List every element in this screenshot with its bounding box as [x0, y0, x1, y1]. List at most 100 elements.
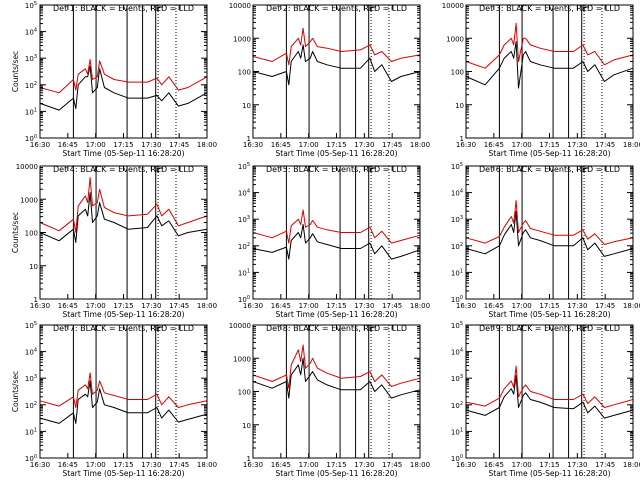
x-tick-label: 18:00 [410, 141, 430, 149]
plot-frame [252, 165, 421, 300]
x-tick-label: 17:45 [595, 461, 615, 469]
events-series-line [465, 210, 634, 257]
x-tick-label: 17:30 [354, 141, 374, 149]
x-tick-label: 18:00 [197, 141, 217, 149]
y-axis-label: Counts/sec [11, 371, 20, 412]
x-tick-label: 17:45 [595, 302, 615, 310]
y-tick-label: 101 [451, 427, 463, 436]
marker-bracket [583, 326, 590, 331]
x-tick-label: 17:30 [567, 302, 587, 310]
panel-title: Det 1: BLACK = Events, RED = LLD [53, 4, 194, 13]
y-tick-label: 100 [238, 69, 251, 77]
y-tick-label: 100 [25, 454, 37, 463]
y-tick-label: 102 [25, 401, 37, 410]
y-tick-label: 103 [25, 54, 37, 63]
x-tick-label: 18:00 [623, 141, 640, 149]
x-tick-label: 17:30 [354, 302, 374, 310]
events-series-line [465, 41, 634, 89]
plot-frame [252, 4, 421, 139]
events-series-line [252, 357, 421, 399]
y-tick-label: 10000 [16, 163, 38, 171]
x-tick-label: 17:45 [169, 461, 189, 469]
events-series-line [252, 224, 421, 260]
detector-panel-8: 1 10 100 1000 10000 16:30 16:45 17:00 17:15 17:30… [229, 322, 430, 478]
events-series-line [252, 44, 421, 86]
x-tick-label: 16:45 [271, 141, 291, 149]
lld-series-line [252, 27, 421, 66]
x-tick-label: 17:00 [299, 302, 319, 310]
x-tick-label: 18:00 [623, 302, 640, 310]
detector-panel-4: 1 10 100 1000 10000 16:30 16:45 17:00 17:15 17:30… [11, 163, 217, 319]
plot-frame [39, 324, 208, 459]
y-tick-label: 102 [451, 242, 463, 251]
x-tick-label: 17:45 [382, 461, 402, 469]
x-tick-label: 16:30 [456, 141, 476, 149]
marker-bracket [157, 6, 164, 11]
events-series-line [465, 375, 634, 419]
plot-frame [465, 4, 634, 139]
x-tick-label: 17:00 [512, 461, 532, 469]
x-axis-label: Start Time (05-Sep-11 16:28:20) [489, 149, 611, 158]
x-axis-label: Start Time (05-Sep-11 16:28:20) [489, 310, 611, 319]
x-axis-label: Start Time (05-Sep-11 16:28:20) [63, 149, 185, 158]
y-tick-label: 103 [25, 374, 37, 383]
x-tick-label: 16:45 [484, 141, 504, 149]
x-tick-label: 18:00 [197, 461, 217, 469]
y-tick-label: 10 [29, 263, 38, 271]
plot-frame [465, 324, 634, 459]
x-tick-label: 16:45 [58, 141, 78, 149]
x-tick-label: 18:00 [623, 461, 640, 469]
marker-bracket [583, 167, 590, 172]
y-tick-label: 100 [25, 134, 37, 143]
y-tick-label: 101 [25, 427, 37, 436]
x-tick-label: 17:15 [539, 461, 559, 469]
x-tick-label: 17:30 [567, 461, 587, 469]
x-tick-label: 17:30 [567, 141, 587, 149]
marker-bracket [370, 6, 377, 11]
x-tick-label: 16:45 [58, 461, 78, 469]
x-tick-label: 17:15 [113, 302, 133, 310]
y-tick-label: 100 [238, 389, 251, 397]
lld-series-line [252, 209, 421, 244]
y-tick-label: 100 [25, 230, 38, 238]
y-tick-label: 10 [242, 422, 251, 430]
lld-series-line [465, 22, 634, 69]
panel-title: Det 5: BLACK = Events, RED = LLD [266, 165, 407, 174]
panel-title: Det 2: BLACK = Events, RED = LLD [266, 4, 407, 13]
x-tick-label: 16:45 [271, 461, 291, 469]
y-tick-label: 10000 [229, 2, 251, 10]
x-axis-label: Start Time (05-Sep-11 16:28:20) [276, 469, 398, 478]
marker-bracket [370, 167, 377, 172]
x-tick-label: 17:00 [299, 141, 319, 149]
detector-panel-5: 100 101 102 103 104 105 16:30 16:45 17:00 17:15 17… [238, 162, 430, 319]
marker-bracket [370, 326, 377, 331]
y-tick-label: 100 [451, 69, 464, 77]
plot-frame [39, 4, 208, 139]
x-tick-label: 17:00 [86, 302, 106, 310]
y-tick-label: 1 [34, 296, 38, 304]
y-tick-label: 102 [25, 81, 37, 90]
detector-panel-2: 1 10 100 1000 10000 16:30 16:45 17:00 17:15 17:30… [229, 2, 430, 158]
y-tick-label: 10000 [229, 322, 251, 330]
panel-title: Det 3: BLACK = Events, RED = LLD [479, 4, 620, 13]
y-tick-label: 101 [238, 268, 250, 277]
x-tick-label: 17:45 [382, 141, 402, 149]
y-tick-label: 102 [238, 242, 250, 251]
y-tick-label: 104 [25, 28, 37, 37]
x-tick-label: 17:00 [86, 461, 106, 469]
x-tick-label: 16:45 [271, 302, 291, 310]
x-tick-label: 16:30 [456, 461, 476, 469]
x-tick-label: 17:45 [169, 302, 189, 310]
x-tick-label: 17:45 [595, 141, 615, 149]
panel-title: Det 8: BLACK = Events, RED = LLD [266, 324, 407, 333]
x-tick-label: 17:15 [113, 141, 133, 149]
y-axis-label: Counts/sec [11, 212, 20, 253]
plot-frame [39, 165, 208, 300]
events-series-line [39, 65, 208, 111]
y-tick-label: 101 [25, 107, 37, 116]
x-tick-label: 16:30 [30, 302, 50, 310]
y-tick-label: 102 [451, 401, 463, 410]
y-tick-label: 103 [238, 215, 250, 224]
lld-series-line [252, 344, 421, 389]
x-tick-label: 17:15 [113, 461, 133, 469]
